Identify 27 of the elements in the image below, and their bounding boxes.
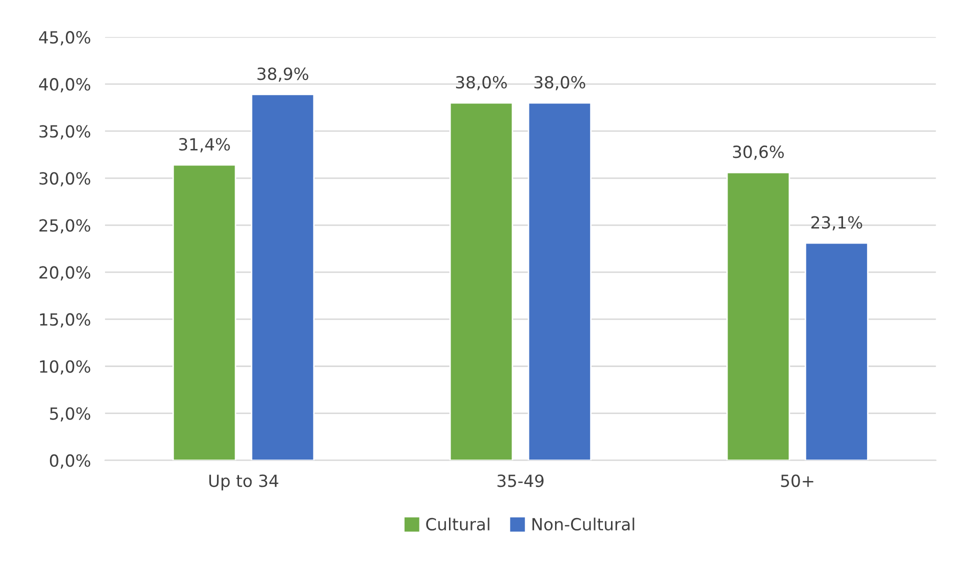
y-tick-label: 5,0% bbox=[50, 407, 90, 422]
y-tick-label: 10,0% bbox=[40, 360, 90, 375]
y-tick-label: 15,0% bbox=[40, 313, 90, 328]
data-label: 23,1% bbox=[811, 216, 862, 230]
bar bbox=[528, 102, 592, 460]
data-label: 38,0% bbox=[456, 76, 507, 90]
y-tick-label: 35,0% bbox=[39, 125, 90, 140]
x-tick-label: Up to 34 bbox=[209, 474, 278, 490]
bar bbox=[449, 102, 514, 460]
legend-label: Non-Cultural bbox=[532, 518, 634, 531]
x-tick-label: 35-49 bbox=[498, 474, 544, 488]
bar bbox=[250, 94, 315, 460]
data-label: 31,4% bbox=[179, 138, 230, 152]
bar bbox=[804, 242, 868, 460]
y-tick-label: 40,0% bbox=[39, 78, 90, 92]
legend-label: Cultural bbox=[426, 518, 490, 531]
bar bbox=[726, 172, 790, 460]
y-tick-label: 45,0% bbox=[39, 31, 90, 46]
y-tick-label: 25,0% bbox=[39, 219, 90, 234]
data-label: 38,0% bbox=[534, 76, 586, 90]
data-label: 30,6% bbox=[733, 146, 784, 160]
y-tick-label: 20,0% bbox=[39, 266, 90, 280]
x-tick-label: 50+ bbox=[781, 474, 814, 488]
y-tick-label: 0,0% bbox=[50, 454, 90, 469]
bar bbox=[172, 164, 236, 460]
y-tick-label: 30,0% bbox=[39, 172, 90, 186]
data-label: 38,9% bbox=[258, 67, 308, 82]
